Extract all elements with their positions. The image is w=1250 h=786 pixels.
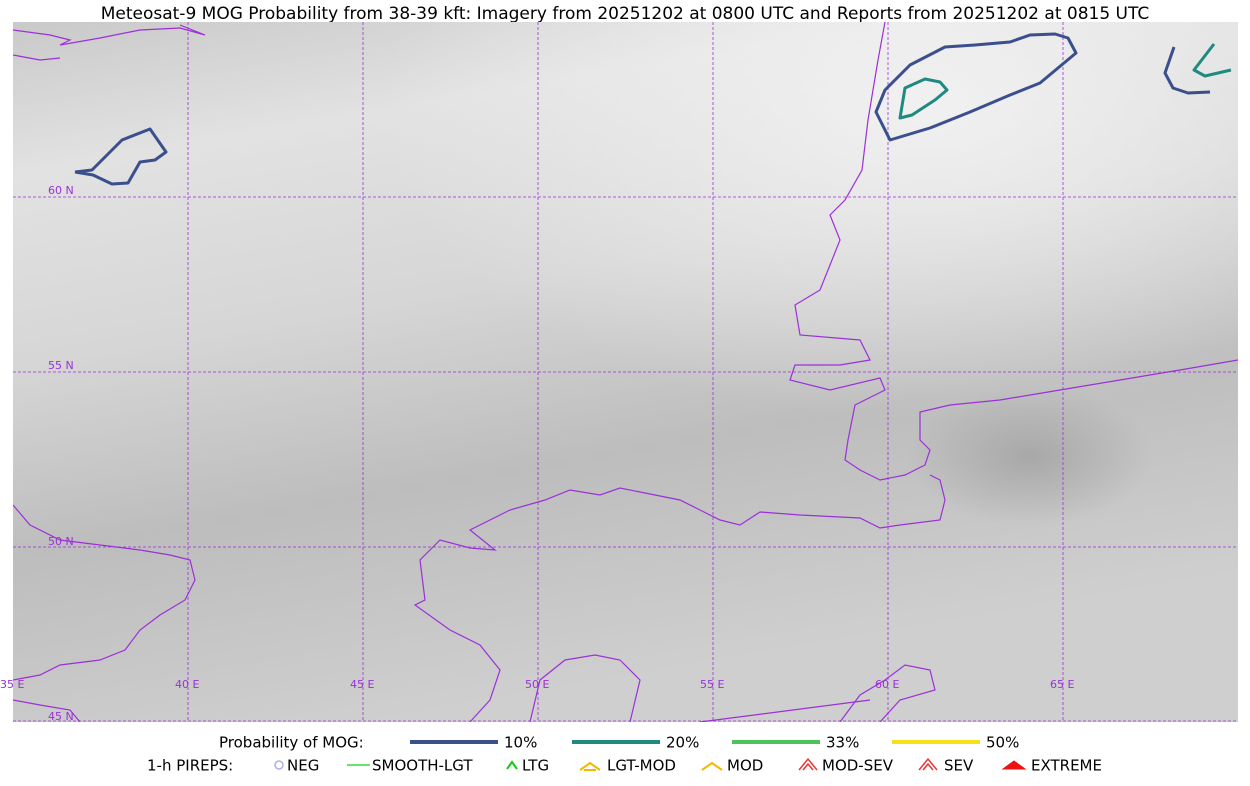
legend-icon [798,757,818,771]
legend-label: LTG [522,757,549,775]
legend-label: MOD-SEV [822,757,894,775]
legend-label: 20% [666,734,699,752]
legend-icon [918,757,938,771]
lon-label: 45 E [350,678,374,691]
legend-label: MOD [727,757,763,775]
title: Meteosat-9 MOG Probability from 38-39 kf… [101,4,1150,24]
lat-label: 45 N [48,710,74,723]
contour-20 [898,77,949,120]
coastlines [13,22,1238,722]
legend-icon [701,761,723,771]
legend: Probability of MOG: 1-h PIREPS: 10% 20% 33… [147,734,1102,775]
legend-icon [579,761,601,771]
legend-title: 1-h PIREPS: [147,757,233,775]
legend-label: EXTREME [1031,757,1102,775]
contours [74,32,1232,186]
legend-label: SMOOTH-LGT [372,757,473,775]
map [13,22,1238,722]
legend-label: 33% [826,734,859,752]
lon-label: 55 E [700,678,724,691]
legend-label: LGT-MOD [607,757,676,775]
lon-label: 50 E [525,678,549,691]
legend-label: SEV [944,757,974,775]
contour-10 [874,32,1078,142]
lat-label: 60 N [48,184,74,197]
legend-label: 10% [504,734,537,752]
contour-10 [1163,46,1211,95]
lat-label: 55 N [48,359,74,372]
legend-label: 50% [986,734,1019,752]
lon-label: 35 E [0,678,24,691]
lon-label: 65 E [1050,678,1074,691]
lon-label: 40 E [175,678,199,691]
contour-10 [74,127,168,186]
grid-labels: 60 N 55 N 50 N 45 N 35 E 40 E 45 E 50 E … [0,184,1074,723]
legend-icon [506,760,518,770]
contour-20 [1192,43,1232,78]
legend-title: Probability of MOG: [219,734,364,752]
legend-icon [274,760,284,770]
legend-label: NEG [287,757,319,775]
lat-label: 50 N [48,535,74,548]
legend-icon [1001,760,1027,770]
lon-label: 60 E [875,678,899,691]
